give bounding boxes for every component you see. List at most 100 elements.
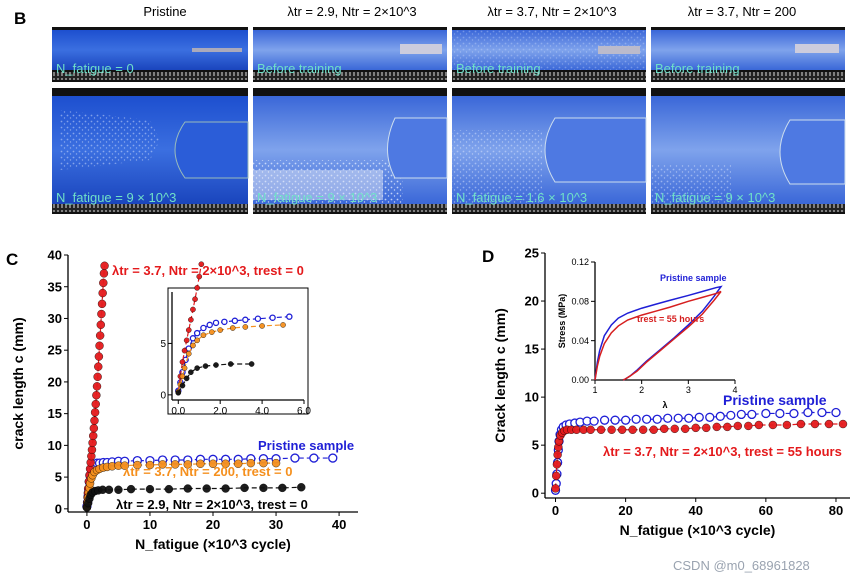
- y-axis-label: Crack length c (mm): [492, 308, 508, 443]
- data-point: [663, 413, 673, 423]
- y-tick-label: 15: [48, 406, 62, 421]
- watermark: CSDN @m0_68961828: [673, 558, 810, 573]
- y-tick-label: 15: [525, 342, 539, 357]
- chart-d-inset-bg: [550, 250, 745, 408]
- data-point: [217, 327, 223, 333]
- data-point: [120, 461, 129, 470]
- data-point: [175, 389, 182, 396]
- data-point: [196, 273, 203, 280]
- data-point: [194, 365, 200, 371]
- legend-red: λtr = 3.7, Ntr = 2×10^3, trest = 55 hour…: [603, 444, 842, 459]
- data-point: [133, 460, 142, 470]
- x-tick-label: 4: [732, 385, 737, 395]
- data-point: [551, 484, 560, 493]
- data-point: [596, 425, 606, 434]
- data-point: [234, 459, 243, 468]
- data-point: [681, 424, 690, 434]
- data-point: [190, 342, 196, 349]
- inset-legend-pristine: Pristine sample: [660, 273, 727, 283]
- data-point: [670, 424, 679, 434]
- data-point: [100, 261, 109, 270]
- data-point: [188, 316, 194, 323]
- x-tick-label: 4.0: [255, 406, 269, 417]
- y-tick-label: 0: [55, 501, 62, 516]
- legend-red: λtr = 3.7, Ntr = 2×10^3, trest = 0: [112, 263, 304, 278]
- data-point: [91, 399, 100, 409]
- legend-pristine: Pristine sample: [723, 392, 827, 408]
- data-point: [297, 483, 306, 492]
- data-point: [185, 327, 192, 333]
- photo-tr200-bottom: N_fatigue = 9 × 10^3: [651, 88, 846, 214]
- data-point: [170, 460, 180, 469]
- panel-b: B Pristine λtr = 2.9, Ntr = 2×10^3 λtr =…: [14, 4, 846, 214]
- x-tick-label: 6.0: [297, 406, 311, 417]
- data-point: [185, 350, 192, 357]
- data-point: [617, 425, 627, 434]
- legend-orange: λtr = 3.7, Ntr = 200, trest = 0: [123, 464, 292, 479]
- data-point: [768, 420, 778, 430]
- x-tick-label: 10: [143, 517, 157, 532]
- panel-d: D 0 20 40 60 80 0 5 10 15 20 25 N_fatigue (×10^3 cy…: [482, 246, 850, 538]
- data-point: [242, 316, 249, 324]
- data-point: [248, 361, 255, 367]
- data-point: [90, 408, 100, 417]
- data-point: [194, 337, 200, 344]
- data-point: [221, 484, 230, 493]
- data-point: [796, 419, 806, 429]
- data-point: [673, 413, 683, 423]
- y-tick-label: 10: [48, 438, 62, 453]
- data-point: [231, 317, 239, 325]
- y-tick-label: 0.04: [571, 336, 589, 346]
- data-point: [183, 484, 192, 493]
- data-point: [754, 420, 764, 430]
- data-point: [192, 296, 198, 303]
- x-tick-label: 80: [829, 503, 843, 518]
- chart-d-inset: 1 2 3 4 0.00 0.04 0.08 0.12 λ Stress (MPa): [557, 257, 738, 410]
- legend-pristine: Pristine sample: [258, 438, 354, 453]
- data-point: [126, 484, 136, 494]
- data-point: [775, 408, 785, 419]
- y-axis-label: Stress (MPa): [557, 294, 567, 349]
- column-title: Pristine: [143, 4, 186, 19]
- data-point: [254, 315, 262, 322]
- data-point: [181, 365, 188, 371]
- data-point: [572, 425, 581, 434]
- data-point: [240, 483, 249, 493]
- data-point: [227, 361, 234, 367]
- photo-label: N_fatigue = 9 × 10^3: [257, 190, 377, 205]
- data-point: [198, 261, 205, 268]
- data-point: [631, 414, 641, 424]
- data-point: [92, 391, 101, 400]
- data-point: [90, 416, 99, 425]
- data-point: [183, 460, 192, 469]
- data-point: [212, 319, 220, 327]
- data-point: [736, 409, 746, 420]
- inset-legend-rest: trest = 55 hours: [637, 314, 704, 324]
- data-point: [221, 459, 230, 468]
- data-point: [93, 372, 102, 382]
- photo-label: N_fatigue = 0: [56, 61, 134, 76]
- series-line: [594, 290, 722, 381]
- data-point: [824, 419, 834, 429]
- data-point: [733, 421, 743, 431]
- photo-tr37-top: Before training: [452, 27, 646, 82]
- data-point: [98, 288, 107, 298]
- x-tick-label: 3: [686, 385, 691, 395]
- column-title: λtr = 2.9, Ntr = 2×10^3: [287, 4, 416, 19]
- data-point: [96, 320, 105, 330]
- data-point: [87, 445, 97, 455]
- y-tick-label: 10: [525, 390, 539, 405]
- x-tick-label: 1: [592, 385, 597, 395]
- data-point: [269, 314, 276, 321]
- data-point: [638, 425, 648, 434]
- data-point: [242, 324, 249, 330]
- data-point: [271, 458, 281, 468]
- panel-c-letter: C: [6, 250, 18, 269]
- data-point: [610, 415, 620, 425]
- data-point: [145, 460, 155, 470]
- data-point: [684, 413, 694, 423]
- data-point: [259, 458, 268, 468]
- data-point: [694, 412, 704, 422]
- data-point: [183, 337, 190, 344]
- y-tick-label: 35: [48, 279, 62, 294]
